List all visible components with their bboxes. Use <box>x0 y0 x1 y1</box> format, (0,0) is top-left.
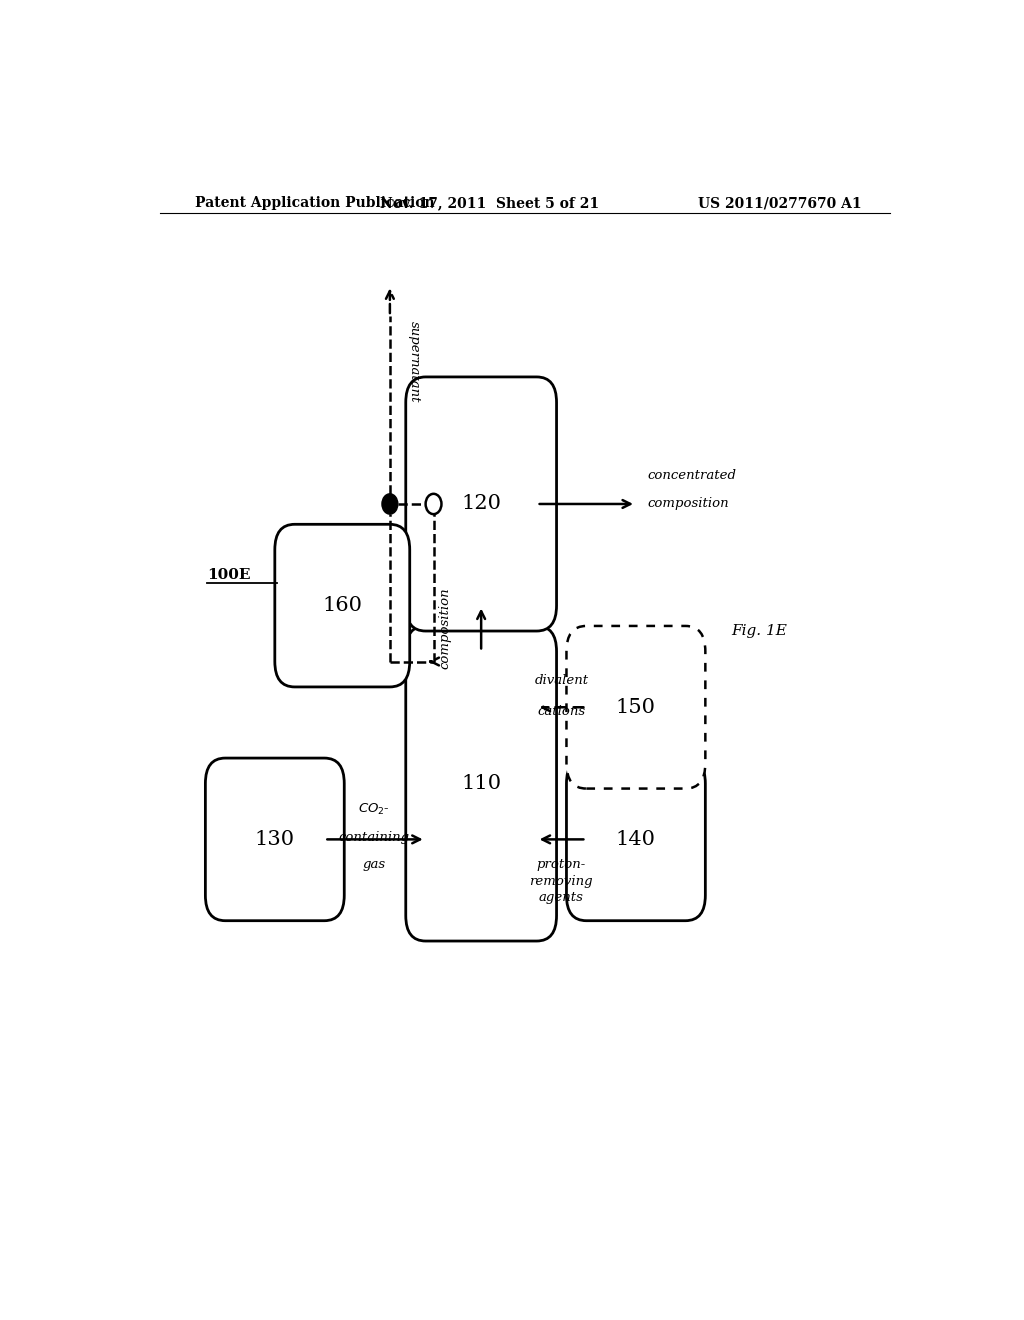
Text: $CO_2$-: $CO_2$- <box>358 803 390 817</box>
Text: 150: 150 <box>615 698 656 717</box>
FancyBboxPatch shape <box>566 758 706 921</box>
Text: 110: 110 <box>461 774 501 793</box>
Text: Fig. 1E: Fig. 1E <box>731 624 787 638</box>
FancyBboxPatch shape <box>406 378 557 631</box>
Text: cations: cations <box>538 705 586 718</box>
FancyBboxPatch shape <box>406 626 557 941</box>
Text: 100E: 100E <box>207 568 251 582</box>
Text: concentrated: concentrated <box>648 469 737 482</box>
Text: 120: 120 <box>461 495 501 513</box>
Text: removing: removing <box>529 875 593 887</box>
Text: 160: 160 <box>323 597 362 615</box>
Text: containing: containing <box>339 830 410 843</box>
Text: composition: composition <box>439 587 452 669</box>
FancyBboxPatch shape <box>566 626 706 788</box>
FancyBboxPatch shape <box>274 524 410 686</box>
Text: 130: 130 <box>255 830 295 849</box>
Text: supernatant: supernatant <box>408 321 420 403</box>
Text: Patent Application Publication: Patent Application Publication <box>196 197 435 210</box>
Text: proton-: proton- <box>537 858 586 871</box>
Text: divalent: divalent <box>535 675 589 686</box>
Text: agents: agents <box>539 891 584 904</box>
Text: composition: composition <box>648 498 729 511</box>
Text: US 2011/0277670 A1: US 2011/0277670 A1 <box>698 197 862 210</box>
Circle shape <box>426 494 441 515</box>
Text: Nov. 17, 2011  Sheet 5 of 21: Nov. 17, 2011 Sheet 5 of 21 <box>380 197 599 210</box>
Text: gas: gas <box>362 858 386 871</box>
FancyBboxPatch shape <box>206 758 344 921</box>
Circle shape <box>382 494 397 515</box>
Text: 140: 140 <box>615 830 656 849</box>
